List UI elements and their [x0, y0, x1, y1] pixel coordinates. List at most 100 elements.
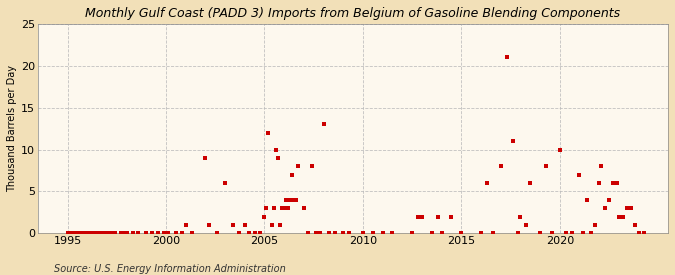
Point	[78, 231, 88, 235]
Point	[70, 231, 81, 235]
Point	[566, 231, 577, 235]
Point	[554, 147, 565, 152]
Point	[639, 231, 650, 235]
Point	[186, 231, 197, 235]
Point	[105, 231, 116, 235]
Point	[86, 231, 97, 235]
Point	[219, 181, 230, 185]
Point	[119, 231, 130, 235]
Point	[279, 206, 290, 210]
Point	[629, 223, 640, 227]
Point	[416, 214, 427, 219]
Point	[513, 231, 524, 235]
Point	[271, 147, 281, 152]
Point	[96, 231, 107, 235]
Point	[302, 231, 313, 235]
Point	[122, 231, 132, 235]
Point	[263, 131, 274, 135]
Point	[407, 231, 418, 235]
Point	[590, 223, 601, 227]
Point	[281, 197, 292, 202]
Point	[66, 231, 77, 235]
Point	[476, 231, 487, 235]
Point	[633, 231, 644, 235]
Point	[314, 231, 325, 235]
Point	[133, 231, 144, 235]
Point	[330, 231, 341, 235]
Point	[84, 231, 95, 235]
Point	[285, 197, 296, 202]
Point	[90, 231, 101, 235]
Point	[287, 172, 298, 177]
Point	[94, 231, 105, 235]
Point	[306, 164, 317, 169]
Point	[578, 231, 589, 235]
Point	[367, 231, 378, 235]
Point	[614, 214, 624, 219]
Point	[310, 231, 321, 235]
Point	[212, 231, 223, 235]
Point	[277, 206, 288, 210]
Point	[515, 214, 526, 219]
Point	[547, 231, 558, 235]
Point	[338, 231, 348, 235]
Point	[204, 223, 215, 227]
Point	[76, 231, 86, 235]
Point	[324, 231, 335, 235]
Point	[289, 197, 300, 202]
Point	[481, 181, 492, 185]
Point	[290, 197, 301, 202]
Point	[275, 223, 286, 227]
Point	[80, 231, 90, 235]
Point	[255, 231, 266, 235]
Point	[240, 223, 250, 227]
Point	[200, 156, 211, 160]
Point	[82, 231, 92, 235]
Point	[249, 231, 260, 235]
Point	[267, 223, 277, 227]
Point	[269, 206, 279, 210]
Point	[582, 197, 593, 202]
Point	[487, 231, 498, 235]
Point	[427, 231, 437, 235]
Point	[261, 206, 272, 210]
Point	[146, 231, 157, 235]
Point	[387, 231, 398, 235]
Point	[586, 231, 597, 235]
Point	[574, 172, 585, 177]
Point	[62, 231, 73, 235]
Point	[608, 181, 618, 185]
Point	[525, 181, 536, 185]
Point	[612, 181, 622, 185]
Point	[412, 214, 423, 219]
Title: Monthly Gulf Coast (PADD 3) Imports from Belgium of Gasoline Blending Components: Monthly Gulf Coast (PADD 3) Imports from…	[86, 7, 620, 20]
Point	[560, 231, 571, 235]
Point	[377, 231, 388, 235]
Point	[141, 231, 152, 235]
Point	[621, 206, 632, 210]
Point	[72, 231, 83, 235]
Point	[234, 231, 244, 235]
Point	[507, 139, 518, 143]
Point	[521, 223, 532, 227]
Point	[243, 231, 254, 235]
Text: Source: U.S. Energy Information Administration: Source: U.S. Energy Information Administ…	[54, 264, 286, 274]
Point	[283, 206, 294, 210]
Point	[502, 55, 512, 60]
Point	[68, 231, 79, 235]
Point	[161, 231, 171, 235]
Point	[180, 223, 191, 227]
Point	[98, 231, 109, 235]
Point	[170, 231, 181, 235]
Point	[99, 231, 110, 235]
Point	[92, 231, 103, 235]
Point	[535, 231, 545, 235]
Point	[88, 231, 99, 235]
Point	[298, 206, 309, 210]
Y-axis label: Thousand Barrels per Day: Thousand Barrels per Day	[7, 65, 17, 192]
Point	[109, 231, 120, 235]
Point	[176, 231, 187, 235]
Point	[594, 181, 605, 185]
Point	[64, 231, 75, 235]
Point	[74, 231, 85, 235]
